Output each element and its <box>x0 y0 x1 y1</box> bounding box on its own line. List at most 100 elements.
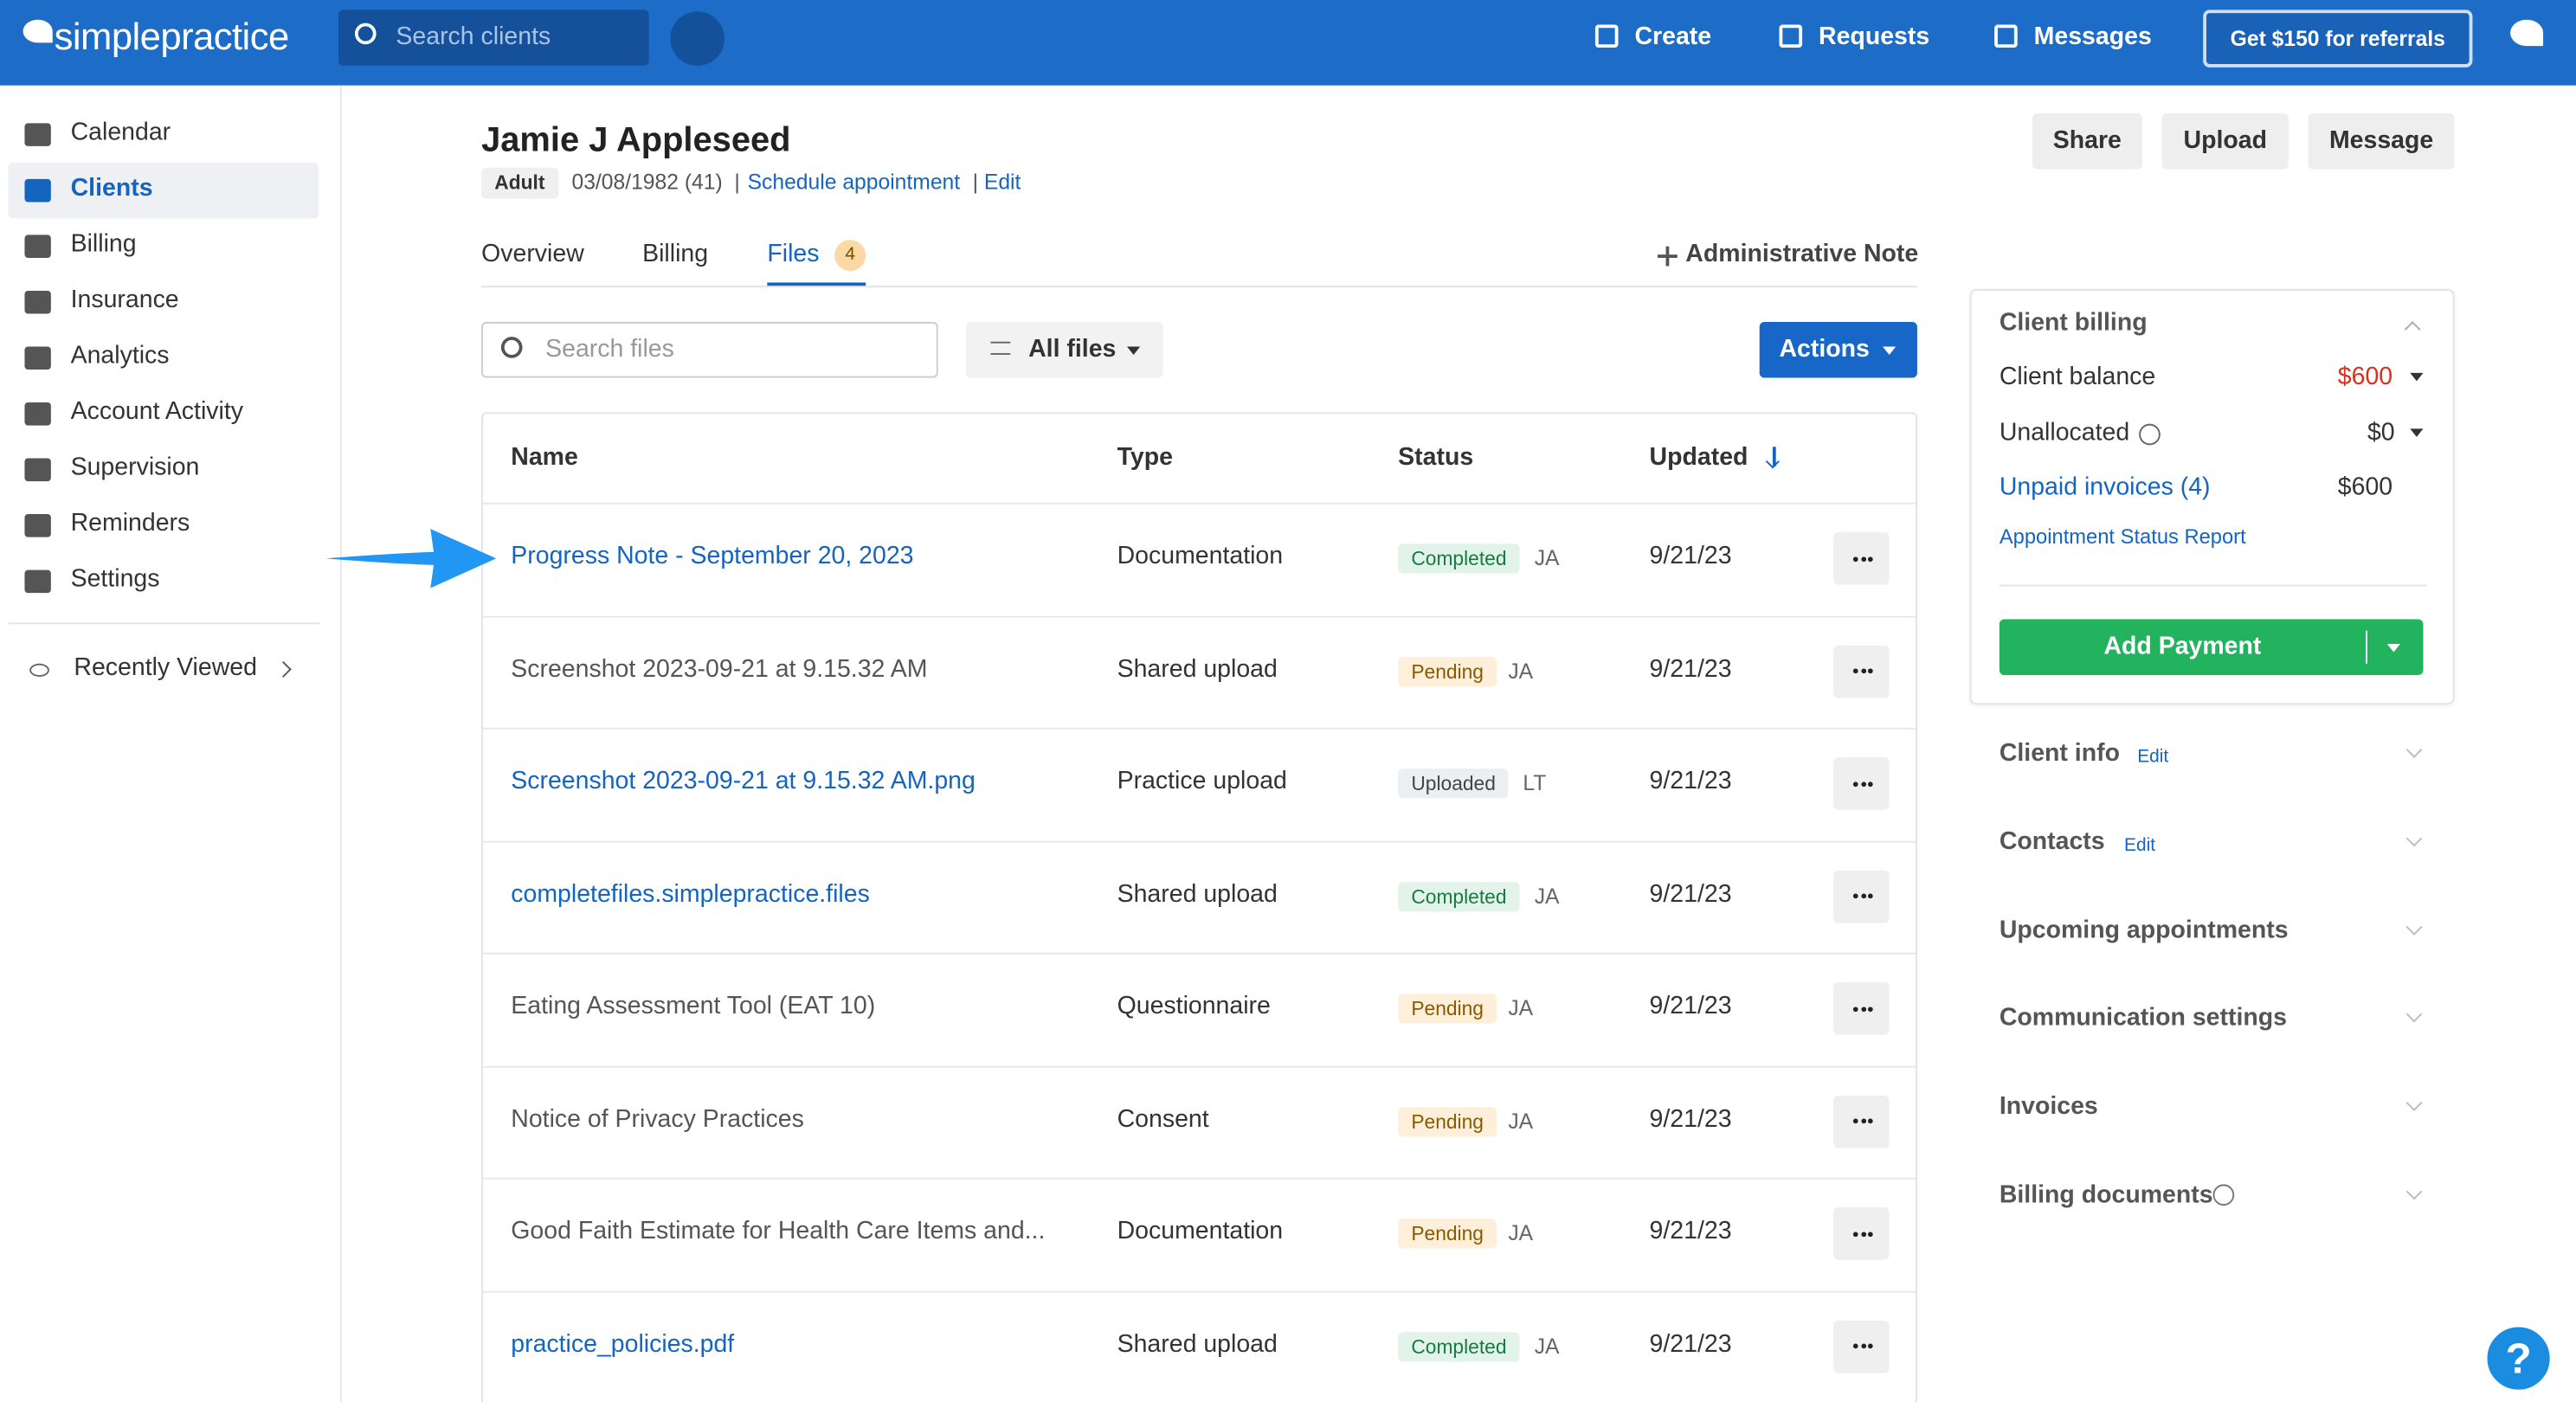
action-button[interactable]: Message <box>2309 113 2455 170</box>
sidebar-item[interactable]: Settings <box>71 565 160 593</box>
expand-icon <box>2406 1184 2423 1200</box>
sidebar-item[interactable]: Insurance <box>71 286 179 313</box>
updated: 9/21/23 <box>1650 542 1732 569</box>
nav-icon <box>1595 24 1619 48</box>
sidebar-icon <box>24 570 50 594</box>
more-button[interactable] <box>1833 982 1890 1035</box>
nav-item[interactable]: Create <box>1634 23 1711 51</box>
more-button[interactable] <box>1833 757 1890 810</box>
sidebar-item[interactable]: Reminders <box>71 509 190 537</box>
section-title[interactable]: Billing documents <box>2000 1181 2213 1209</box>
caret <box>1127 346 1140 354</box>
sidebar-icon <box>24 402 50 426</box>
section-title[interactable]: Upcoming appointments <box>2000 916 2289 943</box>
tab[interactable]: Overview <box>481 240 584 267</box>
sidebar-item[interactable]: Account Activity <box>71 397 243 425</box>
add-payment[interactable]: Add Payment <box>2000 620 2424 676</box>
status-badge: Uploaded <box>1398 769 1509 798</box>
dot <box>1868 1232 1873 1237</box>
initials: JA <box>1508 995 1533 1019</box>
sidebar-icon <box>24 459 50 482</box>
file-type: Shared upload <box>1117 879 1278 907</box>
schedule-link[interactable]: Schedule appointment <box>748 169 961 193</box>
nav-item[interactable]: Messages <box>2034 23 2152 51</box>
status-badge: Pending <box>1398 656 1497 685</box>
filter-icon <box>990 342 1010 355</box>
dot <box>1853 1006 1858 1012</box>
chevron <box>275 661 292 678</box>
row-divider <box>483 503 1916 505</box>
filter-label: All files <box>1028 335 1116 363</box>
sidebar-item[interactable]: Calendar <box>71 119 171 146</box>
recently-viewed[interactable]: Recently Viewed <box>74 653 257 681</box>
card-divider <box>2000 585 2426 587</box>
row-divider <box>483 840 1916 842</box>
status-badge: Completed <box>1398 543 1520 573</box>
help-icon <box>2213 1184 2235 1206</box>
initials: JA <box>1508 658 1533 682</box>
file-name: Eating Assessment Tool (EAT 10) <box>511 992 875 1019</box>
initials: JA <box>1508 1220 1533 1244</box>
sidebar-item[interactable]: Analytics <box>71 342 170 370</box>
action-button[interactable]: Upload <box>2162 113 2289 170</box>
dot <box>1868 781 1873 786</box>
dot <box>1853 893 1858 898</box>
updated: 9/21/23 <box>1650 1104 1732 1132</box>
client-tag: Adult <box>481 168 558 199</box>
column-header: Status <box>1398 443 1473 471</box>
dot <box>1853 1232 1858 1237</box>
unpaid-link[interactable]: Unpaid invoices (4) <box>2000 473 2211 501</box>
tab[interactable]: Files <box>767 240 819 267</box>
file-type: Questionnaire <box>1117 992 1271 1019</box>
tab[interactable]: Billing <box>642 240 708 267</box>
file-name[interactable]: practice_policies.pdf <box>511 1329 734 1357</box>
sidebar-item[interactable]: Clients <box>71 174 153 202</box>
admin-note[interactable]: Administrative Note <box>1685 240 1918 267</box>
row-divider <box>483 1178 1916 1180</box>
section-title[interactable]: Communication settings <box>2000 1004 2287 1032</box>
status-badge: Pending <box>1398 1219 1497 1248</box>
sidebar-item[interactable]: Supervision <box>71 453 200 481</box>
dot <box>1868 1119 1873 1124</box>
updated: 9/21/23 <box>1650 1329 1732 1357</box>
file-name[interactable]: Progress Note - September 20, 2023 <box>511 542 913 569</box>
row-divider <box>483 953 1916 955</box>
referral-button[interactable]: Get $150 for referrals <box>2203 10 2472 67</box>
more-button[interactable] <box>1833 645 1890 698</box>
insights-button[interactable] <box>670 11 724 66</box>
help-button[interactable]: ? <box>2484 1324 2553 1393</box>
nav-item[interactable]: Requests <box>1819 23 1929 51</box>
logo: simplepractice <box>55 15 289 59</box>
updated: 9/21/23 <box>1650 654 1732 682</box>
file-name[interactable]: Screenshot 2023-09-21 at 9.15.32 AM.png <box>511 767 976 794</box>
tabs-divider <box>481 286 1917 287</box>
client-name: Jamie J Appleseed <box>481 121 790 161</box>
dot <box>1853 1344 1858 1349</box>
section-title[interactable]: Client info <box>2000 739 2120 767</box>
dot <box>1868 893 1873 898</box>
more-button[interactable] <box>1833 870 1890 923</box>
report-link[interactable]: Appointment Status Report <box>2000 525 2246 549</box>
section-title[interactable]: Contacts <box>2000 827 2105 855</box>
more-button[interactable] <box>1833 1320 1890 1373</box>
file-name: Notice of Privacy Practices <box>511 1104 804 1132</box>
sidebar-active <box>8 163 319 219</box>
file-type: Shared upload <box>1117 1329 1278 1357</box>
dot <box>1868 1006 1873 1012</box>
more-button[interactable] <box>1833 1207 1890 1260</box>
caret <box>1883 346 1896 354</box>
sidebar-icon <box>24 291 50 314</box>
section-edit[interactable]: Edit <box>2137 748 2168 768</box>
more-button[interactable] <box>1833 1095 1890 1148</box>
sidebar-item[interactable]: Billing <box>71 230 137 258</box>
dot <box>1860 1232 1865 1237</box>
more-button[interactable] <box>1833 532 1890 585</box>
file-name[interactable]: completefiles.simplepractice.files <box>511 879 870 907</box>
section-title[interactable]: Invoices <box>2000 1092 2098 1120</box>
label: Unallocated <box>2000 419 2129 447</box>
section-edit[interactable]: Edit <box>2124 836 2155 856</box>
tab-badge: 4 <box>834 240 866 271</box>
action-button[interactable]: Share <box>2032 113 2142 170</box>
edit-link[interactable]: Edit <box>984 169 1021 193</box>
